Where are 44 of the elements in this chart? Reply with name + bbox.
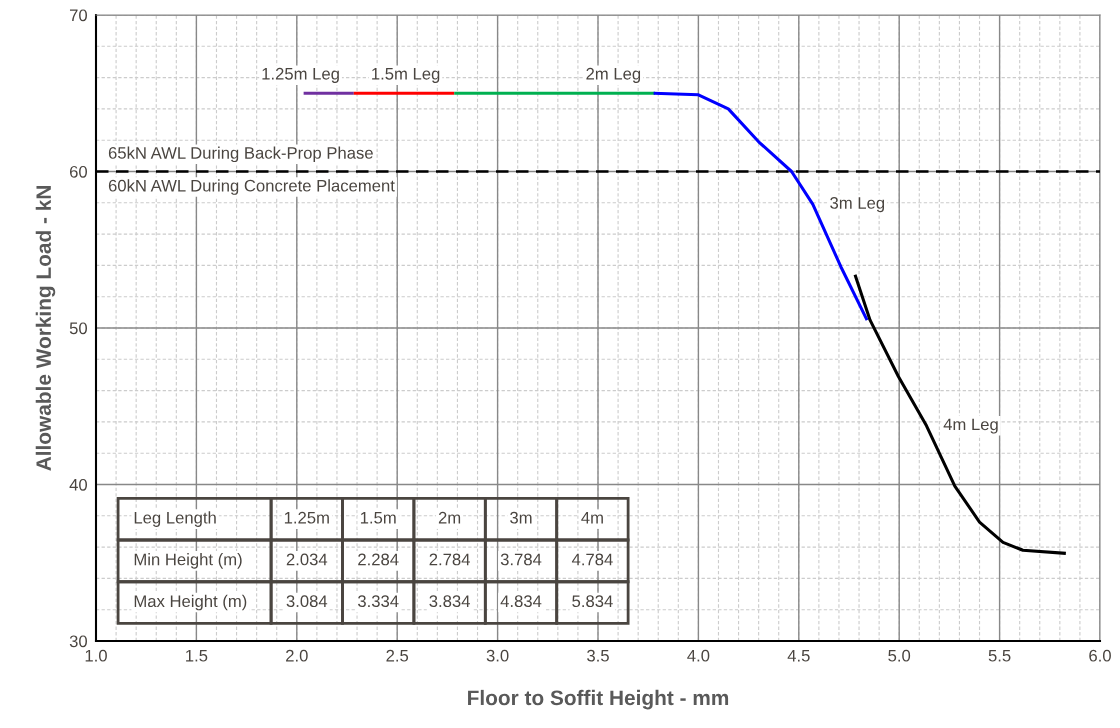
series-label: 4m Leg [943,418,998,434]
series-label: 1.25m Leg [262,67,339,83]
annotation: 3.084 [286,595,328,608]
annotation: Leg Length [134,511,216,527]
annotation: 2m [438,511,461,524]
annotation: 5.834 [572,595,613,608]
annotation: 4.834 [500,595,542,608]
x-tick-label: 1.5 [186,649,208,662]
annotation: 3.834 [429,595,470,608]
annotation: Max Height (m) [134,594,247,611]
y-tick-label: 40 [69,478,88,491]
annotation: 2.034 [286,553,328,566]
x-tick-label: 3.5 [587,649,609,662]
x-tick-label: 6.0 [1089,649,1111,662]
line-series [853,273,1068,555]
annotation: 2.284 [358,553,399,566]
x-tick-label: 4.0 [687,649,710,662]
series-label: 1.5m Leg [372,68,440,83]
x-axis-title: Floor to Soffit Height - mm [468,689,729,710]
x-tick-label: 4.5 [787,649,810,662]
y-tick-label: 30 [69,635,88,648]
y-tick-label: 60 [69,165,88,178]
annotation: 3m [510,511,532,524]
annotation: 3.334 [357,595,399,608]
x-tick-label: 5.5 [988,649,1011,662]
y-axis-title: Allowable Working Load - kN [35,186,56,471]
annotation: 65kN AWL During Back-Prop Phase [108,146,373,163]
x-tick-label: 3.0 [486,649,509,662]
x-tick-label: 5.0 [888,649,911,662]
annotation: 1.25m [284,511,329,524]
annotation: 3.784 [500,553,542,566]
y-tick-label: 70 [69,9,88,22]
x-tick-label: 2.0 [286,649,308,662]
x-tick-label: 2.5 [386,649,409,662]
annotation: 4.784 [571,553,613,566]
series-label: 2m Leg [586,67,641,83]
annotation: 4m [581,511,603,524]
annotation: 2.784 [429,553,470,566]
ref-line-label: 60kN AWL During Concrete Placement [108,179,395,195]
series-label: 3m Leg [830,197,885,213]
annotation: Min Height (m) [134,553,242,569]
annotation: 1.5m [360,511,396,524]
y-tick-label: 50 [69,322,88,335]
x-tick-label: 1.0 [85,649,107,662]
